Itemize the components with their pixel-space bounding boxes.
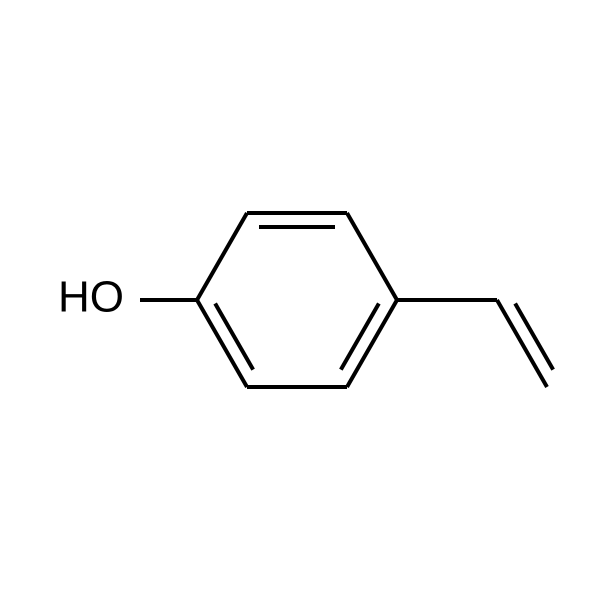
hydroxyl-label: HO (58, 273, 124, 322)
molecule-diagram: HO (0, 0, 600, 600)
